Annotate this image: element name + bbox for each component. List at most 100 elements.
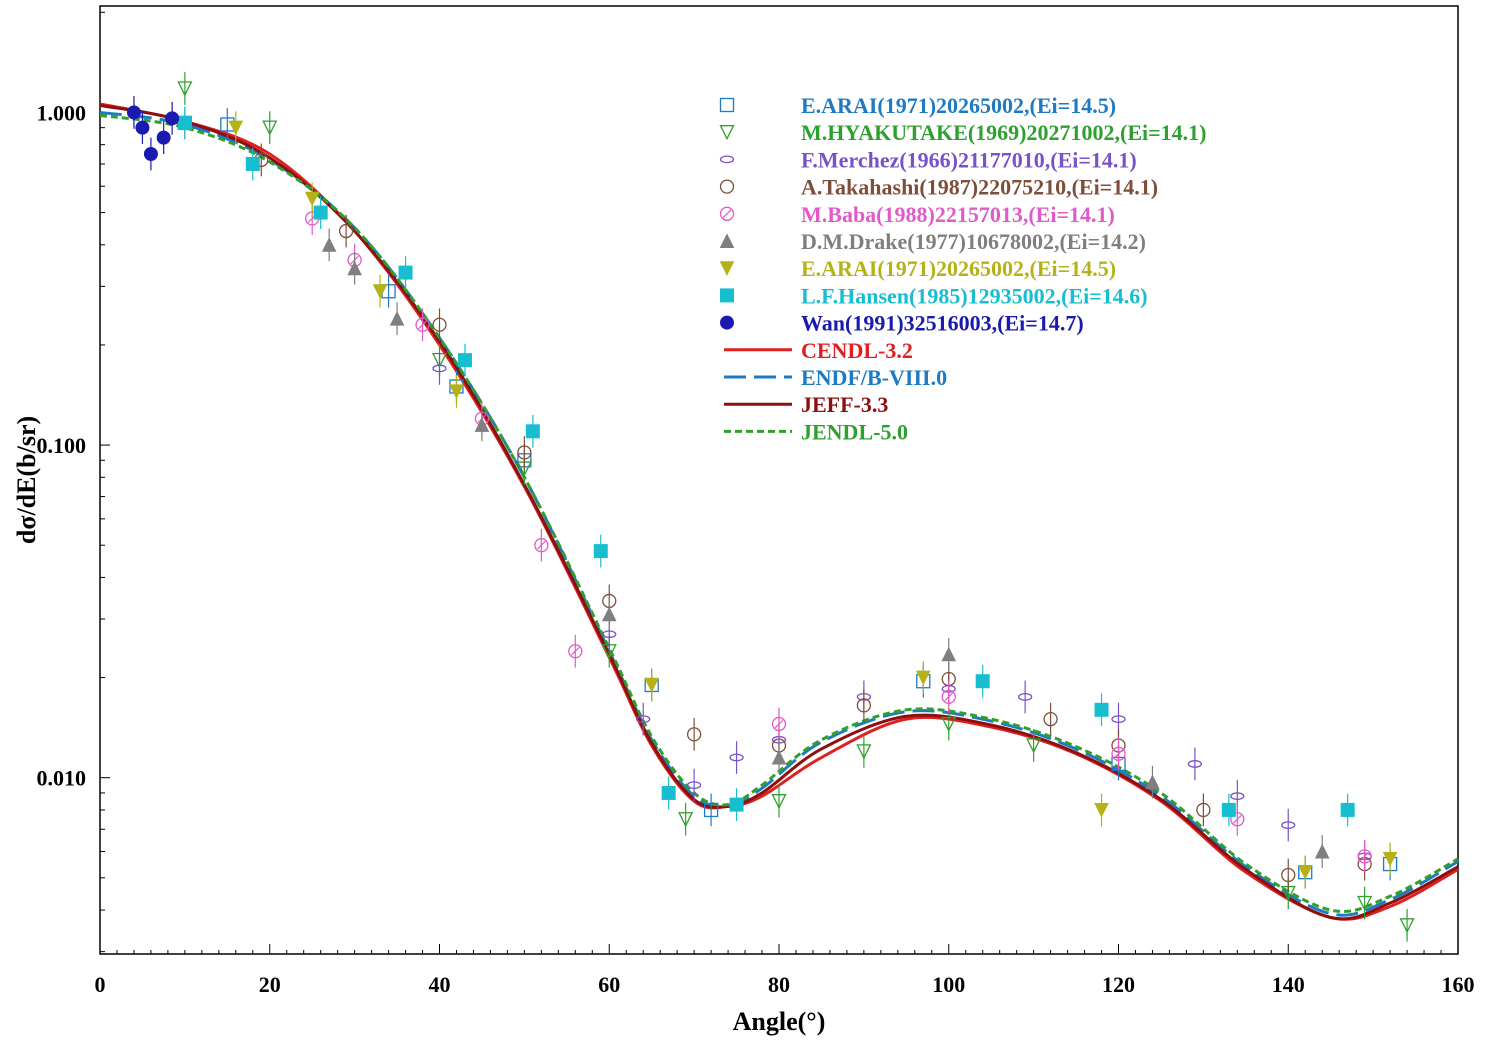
data-point-4 [338,223,354,239]
data-point-7 [644,677,659,693]
data-point-5-slash [774,719,784,729]
data-point-3 [636,715,651,724]
data-point-8 [593,544,608,559]
data-point-7 [1382,851,1398,867]
x-tick-label: 40 [429,972,451,997]
data-point-9 [156,130,171,145]
y-tick-labels: 0.010 0.100 1.000 [37,100,87,790]
data-point-3 [686,781,702,790]
x-axis-title: Angle(°) [733,1007,826,1036]
data-point-8 [975,674,990,689]
y-tick-label: 0.010 [37,766,87,791]
data-point-4 [856,698,872,713]
x-tick-label: 140 [1272,972,1305,997]
data-point-6 [474,417,490,432]
legend-marker-slash [722,209,732,219]
x-tick-label: 20 [259,972,281,997]
data-point-3 [1281,821,1296,830]
experimental-points [126,72,1415,942]
legend-label: JENDL-5.0 [801,419,908,444]
legend-marker [719,206,735,221]
curve-jeff-3-3 [99,103,1459,921]
data-point-2 [941,716,957,732]
legend-label: JEFF-3.3 [801,392,888,417]
data-point-9 [135,120,150,135]
data-point-7 [915,670,931,686]
data-point-8 [245,156,260,171]
data-point-6 [321,237,337,252]
data-point-3 [602,630,617,639]
data-point-5 [941,689,956,705]
data-point-7 [228,120,244,136]
data-point-8 [661,785,676,800]
data-point-2 [262,120,278,136]
data-point-1 [703,802,719,818]
y-axis-title: dσ/dE(b/sr) [12,416,41,544]
data-point-7 [304,191,320,207]
data-point-5 [534,538,549,553]
data-point-4 [432,317,447,332]
data-point-3 [1111,715,1126,724]
data-point-5 [771,716,787,732]
data-point-5 [415,317,430,332]
legend-marker [719,233,735,248]
data-point-6 [1314,843,1330,859]
data-point-5-slash [418,320,427,330]
axis-ticks [99,11,1459,954]
data-point-5-slash [1233,814,1242,824]
data-point-4 [1043,711,1058,727]
data-point-5 [1111,746,1126,761]
data-point-4 [517,445,532,460]
data-point-5-slash [537,540,546,550]
legend-label: L.F.Hansen(1985)12935002,(Ei=14.6) [801,283,1148,308]
data-point-5 [1357,849,1372,864]
data-point-2 [1026,738,1042,754]
data-point-7 [449,384,464,400]
data-point-4 [1196,802,1211,818]
x-tick-label: 100 [932,972,965,997]
data-point-5 [568,644,583,659]
data-point-5 [1230,812,1245,827]
model-curves [99,102,1459,921]
data-point-4 [1281,867,1296,883]
data-point-6 [347,260,362,276]
data-point-8 [457,353,472,368]
data-point-3 [1230,792,1245,801]
x-tick-label: 0 [95,972,106,997]
data-point-7 [1297,865,1313,880]
data-point-8 [729,797,744,812]
legend-label: E.ARAI(1971)20265002,(Ei=14.5) [801,256,1116,281]
data-point-3 [1017,692,1033,701]
data-point-2 [177,81,193,97]
legend-label: Wan(1991)32516003,(Ei=14.7) [801,311,1084,336]
data-point-8 [313,205,328,220]
data-point-2 [771,794,787,810]
data-point-2 [678,812,694,828]
x-tick-labels: 0 20 40 60 80 100 120 140 160 [95,972,1475,997]
data-point-9 [126,105,141,120]
legend-label: F.Merchez(1966)21177010,(Ei=14.1) [801,147,1137,172]
legend-marker [720,315,734,330]
y-tick-label: 0.100 [37,433,87,458]
x-tick-label: 160 [1442,972,1475,997]
data-point-7 [372,284,388,299]
y-tick-label: 1.000 [37,100,87,125]
legend-marker [720,288,734,303]
data-point-3 [432,364,447,373]
data-point-5-slash [1360,852,1369,861]
data-point-6 [601,606,617,622]
data-point-6 [389,310,405,326]
data-point-8 [398,265,413,280]
legend-label: D.M.Drake(1977)10678002,(Ei=14.2) [801,229,1146,254]
data-point-8 [1094,702,1109,717]
x-tick-label: 120 [1102,972,1135,997]
data-point-5-slash [1114,749,1123,759]
data-point-9 [165,111,180,126]
data-point-5-slash [570,646,580,656]
data-point-9 [143,147,158,162]
data-point-6 [771,749,787,765]
legend-label: A.Takahashi(1987)22075210,(Ei=14.1) [801,175,1158,200]
data-point-8 [1340,802,1355,817]
data-point-8 [177,115,192,130]
